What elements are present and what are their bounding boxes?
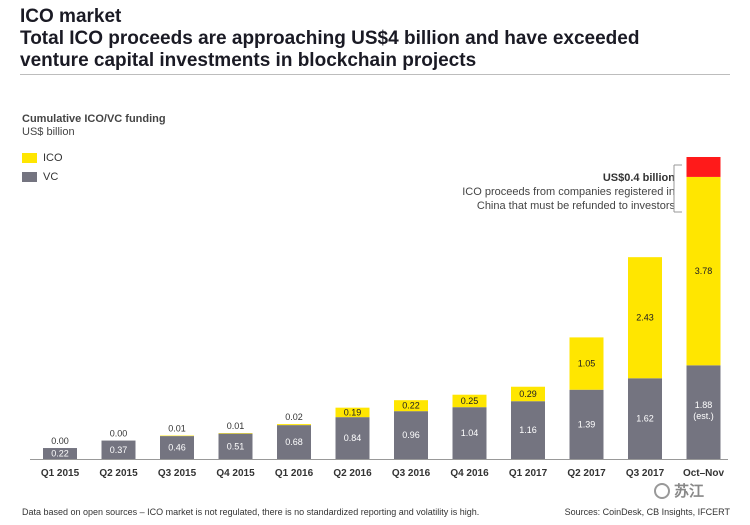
footer-sources: Sources: CoinDesk, CB Insights, IFCERT xyxy=(564,507,730,517)
bar-ico xyxy=(452,394,487,408)
x-tick-label: Q2 2017 xyxy=(567,468,606,479)
x-tick-label: Q4 2015 xyxy=(216,468,255,479)
bar-ico xyxy=(686,176,721,366)
x-tick-label: Q3 2015 xyxy=(158,468,197,479)
legend-label-ico: ICO xyxy=(43,152,63,164)
annotation-line-2: China that must be refunded to investors xyxy=(476,200,675,212)
bar-ico xyxy=(277,424,311,426)
legend-swatch-ico xyxy=(22,153,37,163)
data-label-ico: 0.19 xyxy=(344,407,362,417)
data-label-ico: 0.01 xyxy=(227,421,245,431)
section-title: ICO market xyxy=(20,6,122,27)
data-label-ico: 0.00 xyxy=(51,436,69,446)
header: ICO market Total ICO proceeds are approa… xyxy=(20,6,740,72)
data-label-ico: 0.01 xyxy=(168,424,186,434)
bar-vc xyxy=(101,440,136,459)
bar-vc xyxy=(394,411,428,459)
bar-vc xyxy=(43,448,77,459)
chart-title: Cumulative ICO/VC funding xyxy=(22,113,166,125)
data-label-vc: 0.84 xyxy=(344,433,362,443)
x-tick-label: Q2 2015 xyxy=(99,468,138,479)
bar-vc xyxy=(452,407,487,459)
header-divider xyxy=(20,74,730,75)
x-tick-label: Q1 2017 xyxy=(509,468,548,479)
headline-line-1: Total ICO proceeds are approaching US$4 … xyxy=(20,28,640,49)
bar-vc xyxy=(277,425,311,459)
legend-label-vc: VC xyxy=(43,171,59,183)
x-tick-label: Q4 2016 xyxy=(450,468,489,479)
data-label-vc: 0.68 xyxy=(285,437,303,447)
data-label-vc: 1.88 xyxy=(695,400,713,410)
bar-ico xyxy=(569,337,604,390)
data-label-vc: 0.96 xyxy=(402,430,420,440)
x-tick-label: Oct–Nov xyxy=(683,468,725,479)
bar-refund xyxy=(686,156,721,177)
data-label-vc: 0.46 xyxy=(168,443,186,453)
bar-vc xyxy=(686,365,721,459)
data-label-ico: 0.25 xyxy=(461,396,479,406)
data-label-ico: 2.43 xyxy=(636,313,654,323)
data-label-vc: 1.16 xyxy=(519,425,537,435)
x-tick-label: Q3 2017 xyxy=(626,468,665,479)
bar-vc xyxy=(511,401,545,459)
data-label-vc: 0.37 xyxy=(110,445,128,455)
x-tick-label: Q1 2015 xyxy=(41,468,80,479)
legend-item-ico: ICO xyxy=(22,152,63,164)
data-label-vc: 1.62 xyxy=(636,414,654,424)
headline-line-2: venture capital investments in blockchai… xyxy=(20,50,477,71)
x-tick-label: Q3 2016 xyxy=(392,468,431,479)
data-label-ico: 0.02 xyxy=(285,412,303,422)
footer-note: Data based on open sources – ICO market … xyxy=(22,507,480,517)
data-label-vc: 0.22 xyxy=(51,449,69,459)
refund-annotation: US$0.4 billion ICO proceeds from compani… xyxy=(462,171,675,213)
data-label-vc: 0.51 xyxy=(227,441,245,451)
wechat-icon xyxy=(654,482,670,499)
data-label-ico: 0.00 xyxy=(110,429,128,439)
bar-vc xyxy=(335,417,370,459)
annotation-title: US$0.4 billion xyxy=(602,172,675,184)
annotation-line-1: ICO proceeds from companies registered i… xyxy=(462,186,675,198)
data-label-vc-note: (est.) xyxy=(693,411,714,421)
data-label-ico: 1.05 xyxy=(578,359,596,369)
bar-vc xyxy=(218,433,253,459)
bar-ico xyxy=(394,400,428,412)
chart-unit: US$ billion xyxy=(22,126,75,138)
x-tick-label: Q1 2016 xyxy=(275,468,314,479)
bar-vc xyxy=(160,436,194,459)
bar-ico xyxy=(628,257,662,379)
bar-vc xyxy=(569,389,604,459)
bar-ico xyxy=(511,386,545,402)
legend-item-vc: VC xyxy=(22,171,58,183)
x-tick-label: Q2 2016 xyxy=(333,468,372,479)
data-label-ico: 3.78 xyxy=(695,266,713,276)
legend-swatch-vc xyxy=(22,172,37,182)
bar-vc xyxy=(628,378,662,459)
watermark-text: 苏江 xyxy=(674,483,705,500)
bar-ico xyxy=(335,407,370,418)
data-label-vc: 1.04 xyxy=(461,428,479,438)
data-label-ico: 0.29 xyxy=(519,389,537,399)
data-label-vc: 1.39 xyxy=(578,419,596,429)
watermark: 苏江 xyxy=(654,480,704,501)
data-label-ico: 0.22 xyxy=(402,401,420,411)
